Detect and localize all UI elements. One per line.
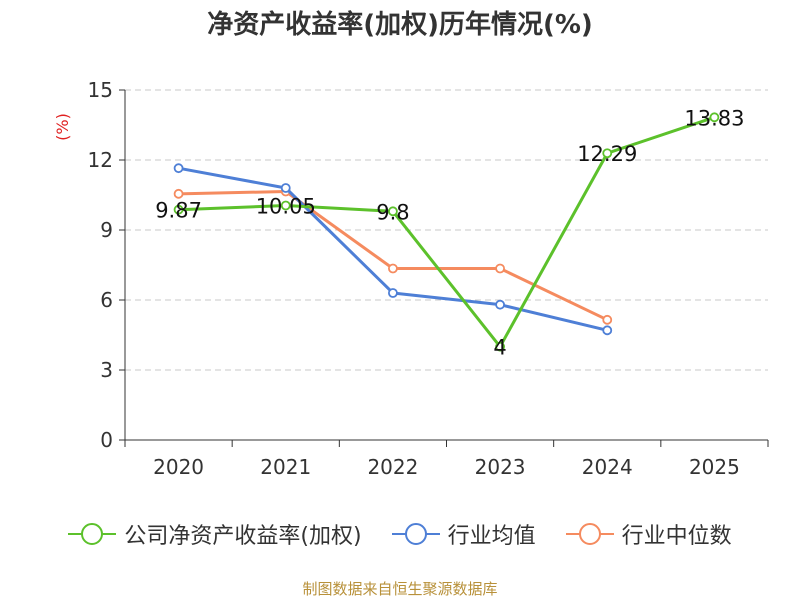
x-tick-label: 2020 bbox=[153, 455, 204, 479]
y-axis-label: (%) bbox=[53, 113, 72, 141]
data-point bbox=[602, 148, 613, 159]
data-point bbox=[388, 263, 398, 274]
data-label: 4 bbox=[493, 336, 506, 360]
data-point bbox=[495, 341, 505, 352]
data-point bbox=[602, 325, 613, 336]
data-label: 13.83 bbox=[684, 106, 744, 130]
data-point bbox=[173, 163, 184, 174]
x-tick-label: 2021 bbox=[260, 455, 311, 479]
legend-marker-icon bbox=[565, 522, 614, 546]
data-label: 12.29 bbox=[577, 142, 637, 166]
legend-item[interactable]: 行业均值 bbox=[391, 518, 536, 550]
x-tick-label: 2023 bbox=[475, 455, 526, 479]
legend-label: 行业中位数 bbox=[621, 524, 732, 549]
data-point bbox=[388, 288, 398, 298]
data-label: 9.8 bbox=[376, 200, 409, 224]
data-point bbox=[173, 204, 184, 215]
x-tick-label: 2024 bbox=[582, 455, 633, 479]
legend-marker-icon bbox=[391, 522, 440, 546]
series-line bbox=[178, 115, 715, 349]
chart-title: 净资产收益率(加权)历年情况(%) bbox=[207, 10, 593, 40]
data-point bbox=[495, 299, 505, 310]
data-point bbox=[495, 263, 505, 274]
y-tick-label: 12 bbox=[88, 148, 113, 172]
data-point bbox=[173, 188, 184, 199]
data-point bbox=[602, 314, 613, 325]
data-source-note: 制图数据来自恒生聚源数据库 bbox=[302, 580, 498, 598]
data-point bbox=[709, 112, 720, 123]
legend-label: 公司净资产收益率(加权) bbox=[124, 524, 362, 549]
legend-item[interactable]: 公司净资产收益率(加权) bbox=[68, 518, 362, 550]
chart-legend: 公司净资产收益率(加权) 行业均值 行业中位数 bbox=[0, 518, 800, 550]
y-tick-label: 9 bbox=[100, 218, 113, 242]
y-tick-label: 6 bbox=[100, 288, 113, 312]
y-tick-label: 15 bbox=[88, 78, 113, 102]
x-tick-label: 2025 bbox=[689, 455, 740, 479]
data-point bbox=[280, 183, 291, 193]
data-label: 10.05 bbox=[256, 195, 316, 219]
y-tick-label: 3 bbox=[100, 358, 113, 382]
x-tick-label: 2022 bbox=[367, 455, 418, 479]
legend-marker-icon bbox=[68, 522, 117, 546]
legend-item[interactable]: 行业中位数 bbox=[565, 518, 732, 550]
data-point bbox=[388, 206, 398, 217]
y-tick-label: 0 bbox=[100, 428, 113, 452]
data-label: 9.87 bbox=[155, 199, 202, 223]
legend-label: 行业均值 bbox=[447, 524, 536, 549]
data-point bbox=[280, 200, 291, 211]
